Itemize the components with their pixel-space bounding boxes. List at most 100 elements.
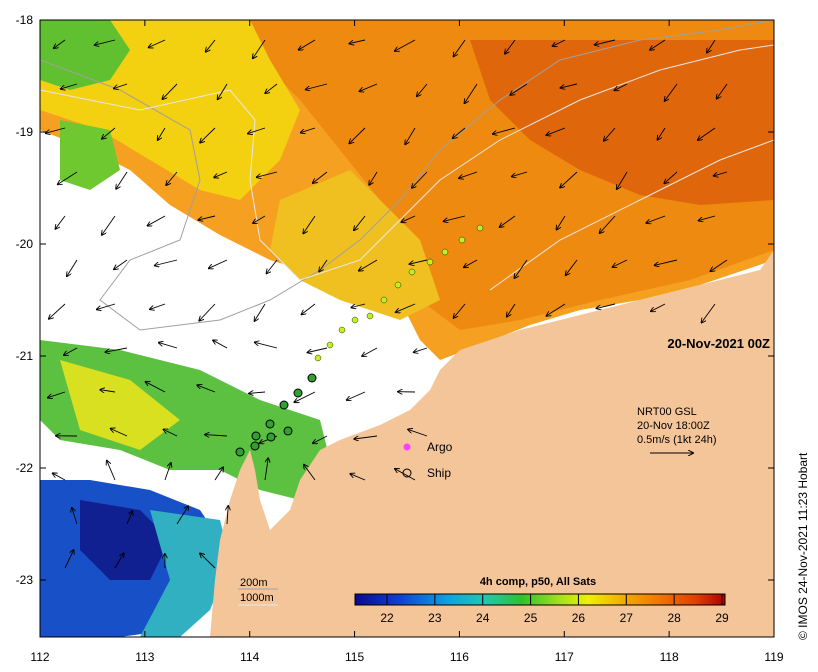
current-vector	[64, 550, 74, 569]
current-vector	[465, 83, 478, 103]
current-vector	[214, 171, 228, 177]
current-vector	[105, 347, 128, 352]
current-vector	[349, 39, 366, 44]
sst-deep-blue	[80, 500, 170, 580]
current-vector	[164, 463, 171, 481]
current-vector	[566, 259, 578, 275]
current-vector	[650, 39, 666, 50]
current-vector	[561, 83, 578, 88]
track-marker	[326, 341, 334, 349]
credit-text: © IMOS 24-Nov-2021 11:23 Hobart	[796, 452, 810, 640]
current-vector	[362, 347, 378, 356]
current-vector	[313, 435, 328, 443]
current-vector	[206, 39, 216, 52]
current-vector	[155, 259, 178, 266]
current-vector	[651, 303, 666, 311]
lat-tick-label: -22	[16, 461, 34, 475]
current-scale-label: 0.5m/s (1kt 24h)	[637, 434, 716, 446]
ship-marker	[266, 432, 276, 442]
current-vector	[408, 429, 428, 437]
lon-tick-label: 113	[135, 650, 154, 664]
current-vector	[67, 259, 78, 276]
sst-yellow-mid	[60, 360, 180, 450]
colorbar-tick-label: 22	[380, 611, 394, 625]
current-vector	[301, 127, 316, 133]
current-source: NRT00 GSL	[637, 406, 697, 418]
current-vector	[710, 259, 728, 271]
current-vector	[414, 347, 428, 352]
land-australia	[210, 250, 774, 637]
current-time: 20-Nov 18:00Z	[637, 420, 710, 432]
current-vector	[604, 127, 616, 141]
current-vector	[114, 553, 124, 569]
isobath-1000m-east	[489, 139, 774, 291]
current-vector	[360, 83, 378, 91]
current-vector	[505, 39, 516, 54]
current-vector	[664, 171, 678, 183]
track-marker	[351, 316, 359, 324]
colorbar-tick-label: 25	[524, 611, 538, 625]
current-vector	[102, 215, 116, 235]
current-vector	[199, 303, 216, 321]
current-vector	[615, 83, 628, 90]
current-vector	[303, 215, 316, 233]
current-vector	[294, 391, 316, 402]
track-marker	[408, 268, 416, 276]
track-marker	[441, 248, 449, 256]
colorbar-tick-label: 26	[572, 611, 586, 625]
current-vector	[646, 215, 666, 223]
current-vector	[699, 215, 716, 221]
current-vector	[453, 127, 466, 138]
current-vector	[299, 39, 316, 50]
current-vector	[350, 474, 366, 481]
current-vector	[698, 127, 716, 140]
current-vector	[717, 83, 728, 99]
argo-legend-label: Argo	[427, 440, 453, 454]
current-vector	[354, 215, 366, 230]
current-vector	[665, 83, 678, 101]
current-vector	[557, 215, 566, 230]
current-vector	[507, 303, 516, 317]
map-timestamp: 20-Nov-2021 00Z	[667, 336, 770, 351]
current-vector	[514, 259, 528, 278]
current-vector	[253, 215, 266, 223]
colorbar-ticks: 22 23 24 25 26 27 28 29	[380, 594, 729, 625]
current-vector	[547, 303, 566, 316]
current-vector	[595, 39, 616, 45]
ship-marker	[250, 441, 260, 451]
current-vector	[200, 553, 216, 569]
current-vector	[597, 303, 616, 308]
current-vector	[205, 435, 228, 436]
current-vector	[197, 385, 216, 393]
current-vector	[198, 215, 216, 220]
sst-cyan-band	[140, 510, 230, 637]
current-vector	[306, 83, 328, 90]
current-vector	[264, 458, 268, 481]
current-vector	[500, 215, 516, 227]
current-vector	[158, 127, 166, 140]
current-vector	[176, 506, 188, 525]
lon-tick-label: 116	[450, 650, 469, 664]
current-vector	[64, 347, 78, 355]
current-vector	[304, 465, 316, 481]
colorbar-title: 4h comp, p50, All Sats	[480, 576, 596, 588]
current-vector	[707, 39, 716, 53]
current-vector	[553, 39, 566, 46]
current-vector	[249, 392, 266, 393]
current-vector	[49, 303, 66, 319]
current-vector	[150, 303, 166, 309]
current-vector	[410, 259, 428, 264]
isobath-200m	[40, 20, 774, 331]
track-marker	[426, 258, 434, 266]
argo-legend-marker	[403, 443, 411, 451]
current-vector	[53, 473, 66, 481]
map-frame	[39, 19, 775, 638]
current-vector	[702, 303, 716, 323]
current-vector	[412, 171, 428, 188]
current-vector	[253, 39, 266, 58]
current-vector	[359, 259, 378, 271]
ship-legend-marker	[402, 468, 412, 478]
colorbar-tick-label: 23	[428, 611, 442, 625]
colorbar-tick-label: 28	[667, 611, 681, 625]
